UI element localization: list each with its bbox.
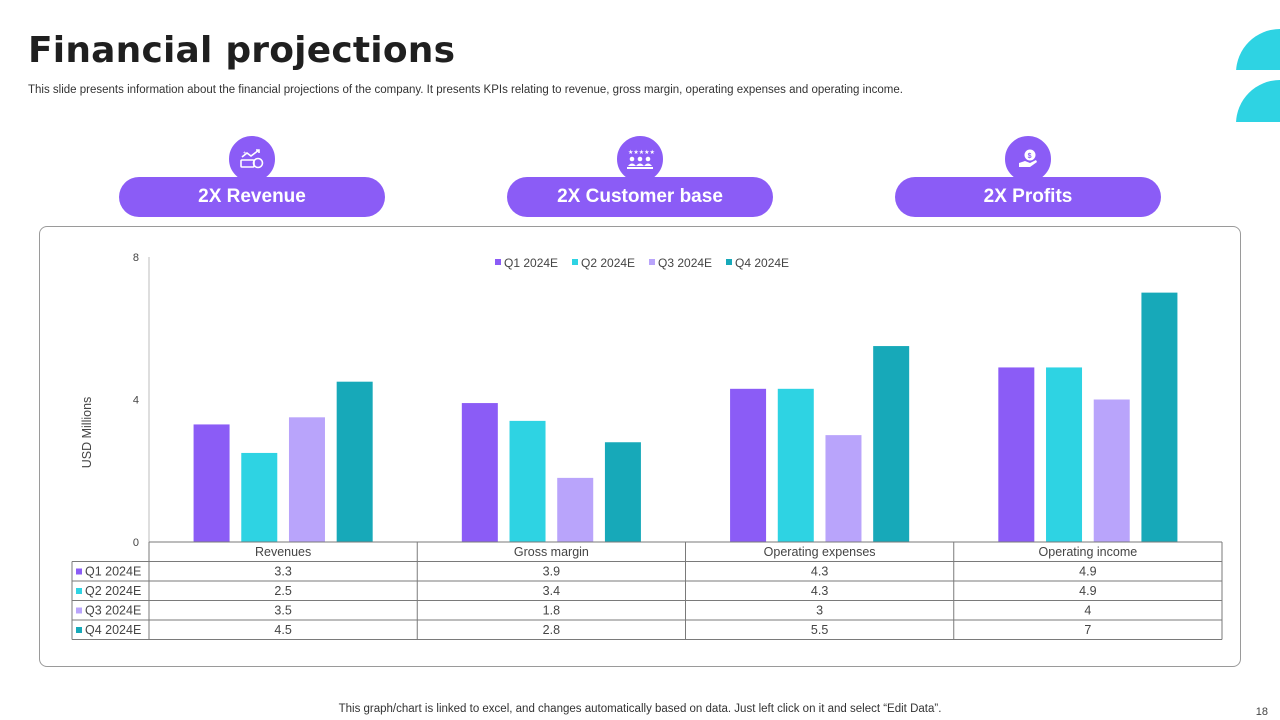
decorative-shape-bottom [1236,80,1280,122]
svg-text:$: $ [1028,153,1032,160]
kpi-revenue: 2X Revenue [119,177,385,217]
footer-note: This graph/chart is linked to excel, and… [338,703,942,715]
page-number: 18 [1255,706,1268,718]
customer-group-icon: ★★★★★ [615,134,665,184]
money-hand-icon: $ [1003,134,1053,184]
page-title: Financial projections [28,30,456,71]
kpi-profits: 2X Profits [895,177,1161,217]
page-subtitle: This slide presents information about th… [28,84,903,96]
chart-panel [39,226,1241,667]
kpi-customer-base: 2X Customer base [507,177,773,217]
svg-text:+: + [243,151,247,157]
svg-text:★★★★★: ★★★★★ [628,149,655,156]
revenue-growth-icon: + [227,134,277,184]
